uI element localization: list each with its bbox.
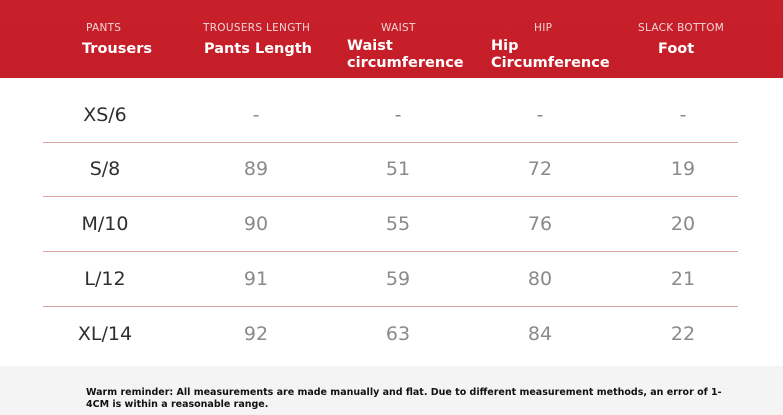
- warm-reminder-note: Warm reminder: All measurements are made…: [86, 387, 722, 410]
- header-small-label: TROUSERS LENGTH: [203, 22, 311, 34]
- waist-value: 59: [385, 268, 411, 290]
- waist-value: 63: [385, 323, 411, 345]
- size-label: XL/14: [77, 323, 133, 345]
- table-row: M/10 90 55 76 20: [43, 196, 738, 252]
- row-divider: [43, 142, 738, 143]
- foot-value: 20: [670, 213, 696, 235]
- header-col-hip: HIP Hip Circumference: [491, 0, 611, 78]
- hip-value: 84: [527, 323, 553, 345]
- size-label: XS/6: [83, 104, 127, 126]
- header-big-label: Hip Circumference: [491, 38, 610, 71]
- size-label: M/10: [81, 213, 129, 235]
- row-divider: [43, 196, 738, 197]
- foot-value: -: [679, 104, 687, 126]
- header-col-foot: SLACK BOTTOM Foot: [638, 0, 738, 78]
- header-big-label: Trousers: [82, 41, 152, 57]
- size-label: L/12: [84, 268, 126, 290]
- header-col-pants-length: TROUSERS LENGTH Pants Length: [203, 0, 333, 78]
- pants-length-value: 89: [243, 158, 269, 180]
- hip-value: -: [536, 104, 544, 126]
- header-small-label: HIP: [534, 22, 553, 34]
- foot-value: 22: [670, 323, 696, 345]
- header-col-waist: WAIST Waist circumference: [347, 0, 467, 78]
- foot-value: 19: [670, 158, 696, 180]
- header-big-label: Foot: [658, 41, 695, 57]
- hip-value: 76: [527, 213, 553, 235]
- hip-value: 72: [527, 158, 553, 180]
- header-small-label: WAIST: [381, 22, 416, 34]
- footer-band: [0, 366, 783, 415]
- header-small-label: PANTS: [86, 22, 122, 34]
- size-label: S/8: [89, 158, 121, 180]
- header-big-label: Pants Length: [204, 41, 312, 57]
- table-row: XL/14 92 63 84 22: [43, 306, 738, 362]
- pants-length-value: 90: [243, 213, 269, 235]
- waist-value: -: [394, 104, 402, 126]
- header-small-label: SLACK BOTTOM: [638, 22, 725, 34]
- waist-value: 51: [385, 158, 411, 180]
- header-col-trousers: PANTS Trousers: [78, 0, 168, 78]
- pants-length-value: 92: [243, 323, 269, 345]
- row-divider: [43, 251, 738, 252]
- waist-value: 55: [385, 213, 411, 235]
- table-row: L/12 91 59 80 21: [43, 251, 738, 307]
- hip-value: 80: [527, 268, 553, 290]
- pants-length-value: 91: [243, 268, 269, 290]
- row-divider: [43, 306, 738, 307]
- table-header: PANTS Trousers TROUSERS LENGTH Pants Len…: [0, 0, 783, 78]
- header-big-label: Waist circumference: [347, 38, 464, 71]
- foot-value: 21: [670, 268, 696, 290]
- pants-length-value: -: [252, 104, 260, 126]
- table-row: XS/6 - - - -: [43, 87, 738, 143]
- table-row: S/8 89 51 72 19: [43, 141, 738, 197]
